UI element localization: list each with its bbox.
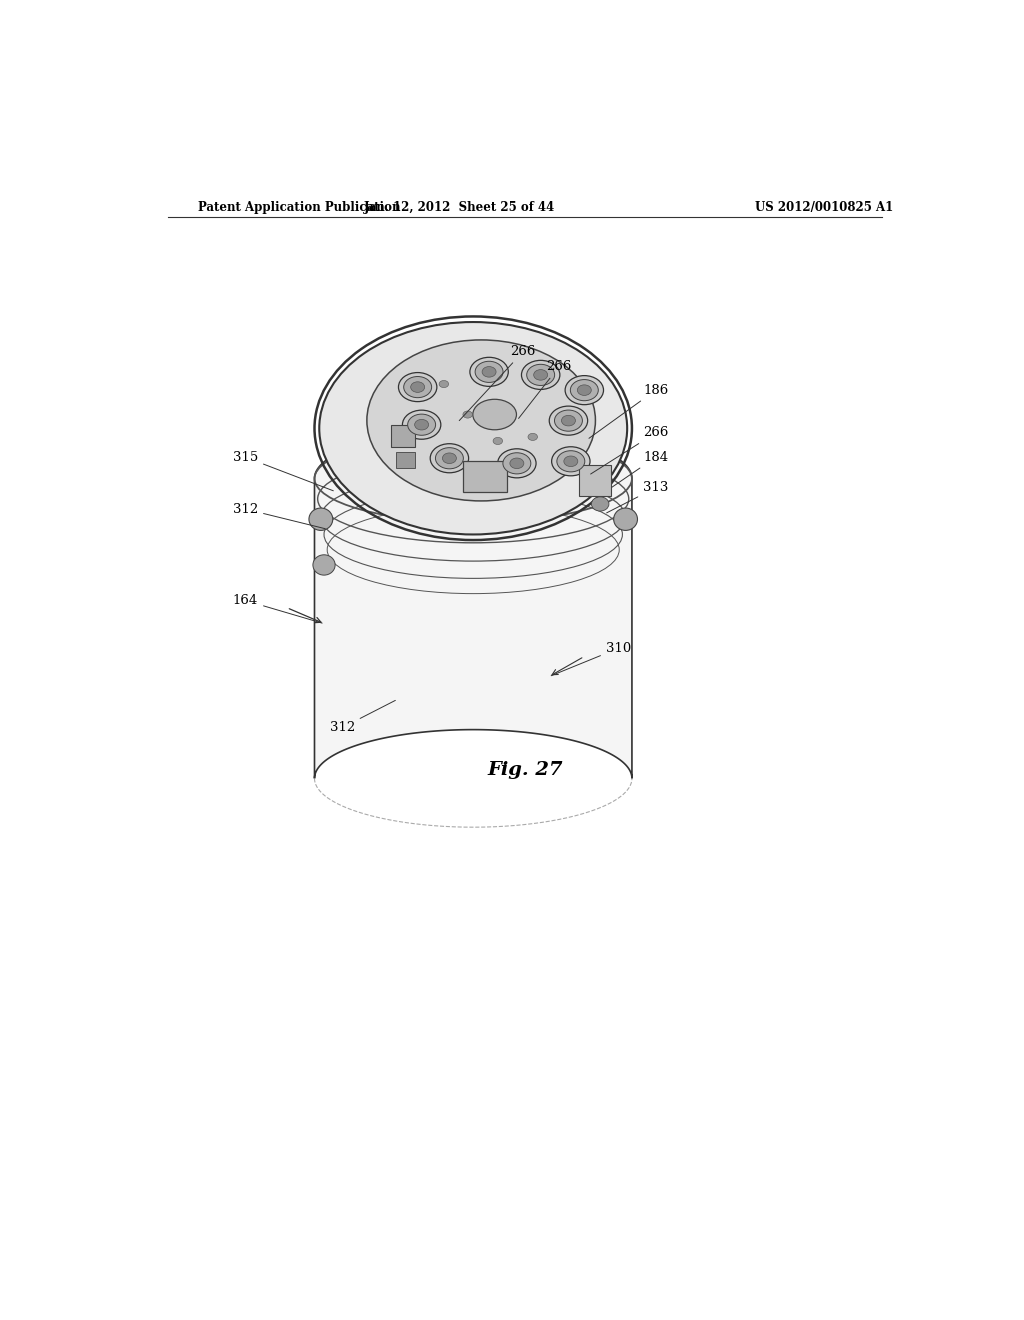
Text: 164: 164 — [232, 594, 323, 623]
Ellipse shape — [549, 407, 588, 436]
Polygon shape — [314, 430, 632, 779]
Text: 313: 313 — [606, 482, 669, 513]
Ellipse shape — [592, 496, 609, 511]
Ellipse shape — [411, 381, 425, 392]
Ellipse shape — [475, 362, 503, 383]
Text: 312: 312 — [232, 503, 326, 529]
Text: Fig. 27: Fig. 27 — [487, 762, 562, 779]
Ellipse shape — [463, 411, 472, 418]
Ellipse shape — [430, 444, 469, 473]
Ellipse shape — [415, 420, 429, 430]
Bar — [579, 466, 610, 496]
Ellipse shape — [552, 446, 590, 475]
Ellipse shape — [557, 450, 585, 471]
Text: 186: 186 — [589, 384, 669, 438]
Text: 266: 266 — [591, 426, 669, 474]
Ellipse shape — [473, 399, 516, 430]
Ellipse shape — [521, 360, 560, 389]
Ellipse shape — [510, 458, 524, 469]
Ellipse shape — [403, 376, 432, 397]
Ellipse shape — [367, 341, 595, 500]
Text: 266: 266 — [518, 360, 571, 418]
Ellipse shape — [408, 414, 435, 436]
Ellipse shape — [482, 367, 496, 378]
Ellipse shape — [313, 554, 335, 576]
Text: 184: 184 — [612, 450, 669, 487]
Text: 310: 310 — [551, 642, 631, 676]
Bar — [463, 461, 507, 492]
Ellipse shape — [402, 411, 441, 440]
Ellipse shape — [503, 453, 530, 474]
Ellipse shape — [470, 358, 508, 387]
Ellipse shape — [442, 453, 457, 463]
Ellipse shape — [613, 508, 638, 531]
Ellipse shape — [570, 380, 598, 401]
Ellipse shape — [564, 455, 578, 466]
Ellipse shape — [565, 376, 603, 405]
Ellipse shape — [309, 508, 333, 531]
Ellipse shape — [554, 411, 583, 432]
Ellipse shape — [398, 372, 437, 401]
Text: 315: 315 — [232, 450, 334, 491]
Ellipse shape — [578, 385, 591, 396]
Ellipse shape — [439, 380, 449, 388]
Ellipse shape — [435, 447, 464, 469]
Ellipse shape — [526, 364, 555, 385]
Bar — [396, 453, 416, 469]
Text: Jan. 12, 2012  Sheet 25 of 44: Jan. 12, 2012 Sheet 25 of 44 — [365, 201, 555, 214]
Text: 312: 312 — [330, 701, 395, 734]
Ellipse shape — [528, 433, 538, 441]
Text: 266: 266 — [459, 345, 536, 421]
Ellipse shape — [534, 370, 548, 380]
Ellipse shape — [494, 437, 503, 445]
Bar — [391, 425, 416, 447]
Text: US 2012/0010825 A1: US 2012/0010825 A1 — [755, 201, 893, 214]
Ellipse shape — [498, 449, 537, 478]
Ellipse shape — [561, 416, 575, 426]
Text: Patent Application Publication: Patent Application Publication — [198, 201, 400, 214]
Ellipse shape — [319, 322, 627, 535]
